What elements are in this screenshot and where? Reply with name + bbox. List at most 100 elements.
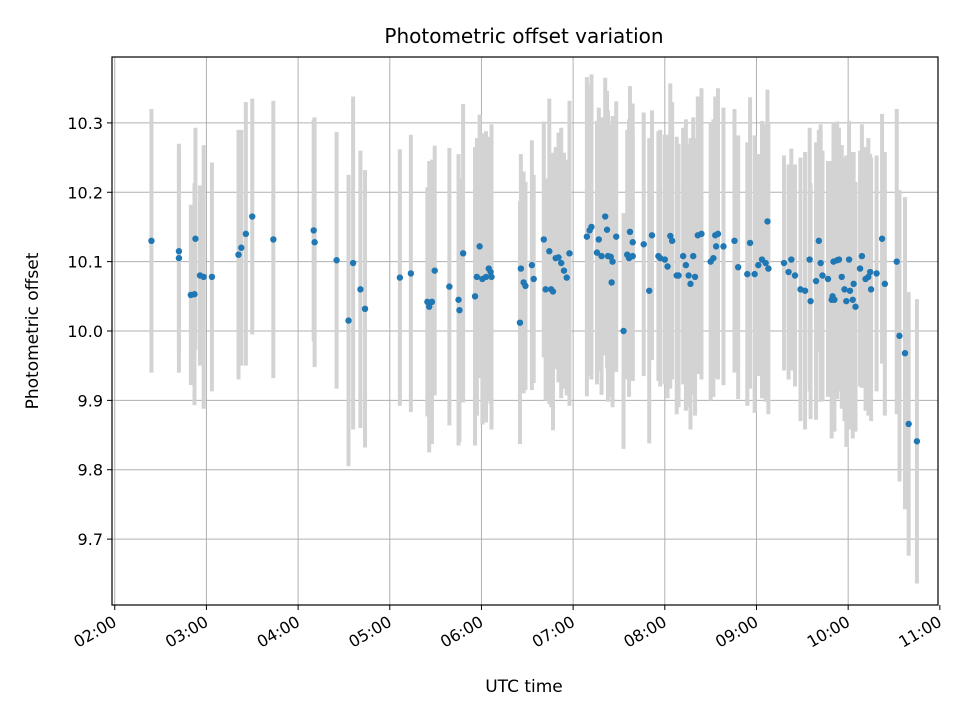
y-axis-ticks: 9.7 9.8 9.9 10.0 10.1 10.2 10.3 [67, 114, 112, 549]
data-point [473, 273, 481, 281]
data-point [425, 303, 433, 310]
data-point [629, 252, 636, 260]
y-tick-label: 10.1 [67, 253, 103, 272]
data-point [687, 280, 694, 288]
data-point [734, 263, 742, 271]
data-point [588, 223, 595, 231]
data-point [710, 254, 717, 262]
data-point [675, 272, 682, 279]
data-point [471, 293, 479, 300]
data-point [850, 280, 857, 288]
data-point [866, 268, 874, 276]
data-point [788, 256, 795, 263]
data-point [595, 236, 602, 243]
data-point [845, 256, 853, 263]
data-point [542, 286, 549, 293]
data-point [200, 273, 207, 281]
y-tick-label: 10.0 [67, 322, 103, 341]
data-point [349, 259, 357, 267]
data-point [720, 243, 727, 250]
data-point [310, 227, 317, 234]
data-point [755, 261, 762, 269]
data-point [593, 249, 601, 256]
data-point [744, 270, 751, 278]
data-point [428, 298, 436, 306]
y-tick-label: 9.9 [78, 391, 103, 410]
data-point [646, 287, 653, 294]
data-point [583, 233, 591, 240]
data-point [843, 297, 850, 305]
data-point [667, 232, 674, 240]
data-point [345, 317, 352, 324]
y-axis-title: Photometric offset [23, 252, 43, 409]
data-point [746, 239, 754, 247]
data-point [192, 235, 199, 242]
data-point [896, 332, 903, 340]
y-tick-label: 10.2 [67, 183, 103, 202]
data-point [549, 288, 557, 295]
data-point [807, 297, 814, 305]
data-point [357, 286, 364, 293]
data-point [249, 213, 256, 220]
data-point [841, 286, 848, 293]
data-point [664, 263, 671, 270]
data-point [791, 272, 799, 279]
data-point [691, 273, 699, 281]
data-point [679, 252, 687, 260]
data-point [629, 239, 636, 246]
data-point [858, 252, 866, 260]
data-point [831, 296, 838, 303]
data-point [175, 254, 183, 262]
data-point [476, 243, 483, 250]
data-point [893, 258, 900, 265]
data-point [516, 319, 524, 326]
data-point [361, 305, 369, 313]
data-point [648, 232, 656, 239]
data-point [661, 256, 669, 263]
data-point [901, 349, 909, 357]
data-point [482, 273, 490, 281]
data-point [455, 296, 462, 303]
data-point [690, 252, 697, 260]
data-point [765, 265, 772, 272]
data-point [698, 230, 705, 238]
y-tick-label: 10.3 [67, 114, 103, 133]
data-point [446, 283, 453, 290]
data-point [488, 273, 495, 281]
data-point [148, 237, 155, 245]
data-point [865, 273, 872, 281]
data-point [407, 270, 415, 277]
data-point [270, 236, 277, 243]
data-point [333, 257, 340, 264]
data-point [764, 218, 771, 225]
data-point [873, 270, 880, 277]
data-point [235, 251, 242, 258]
data-point [835, 256, 843, 263]
data-point [817, 259, 824, 267]
data-point [731, 237, 738, 245]
data-point [603, 226, 611, 233]
data-point [640, 241, 647, 248]
data-point [175, 248, 183, 255]
x-axis-title: UTC time [485, 677, 563, 697]
data-point [560, 267, 568, 274]
data-point [806, 256, 813, 263]
data-point [668, 237, 676, 245]
data-point [714, 230, 722, 238]
data-point [838, 273, 845, 281]
data-point [424, 298, 431, 306]
data-point [607, 253, 614, 260]
data-point [905, 420, 912, 428]
data-point [555, 254, 562, 261]
data-point [815, 237, 823, 245]
data-point [208, 273, 216, 281]
data-point [540, 236, 547, 243]
data-point [487, 268, 494, 276]
data-point [856, 265, 864, 272]
data-point [881, 280, 889, 288]
data-point [238, 244, 245, 251]
data-point [682, 261, 690, 269]
data-point [852, 303, 859, 310]
data-point [913, 438, 921, 445]
